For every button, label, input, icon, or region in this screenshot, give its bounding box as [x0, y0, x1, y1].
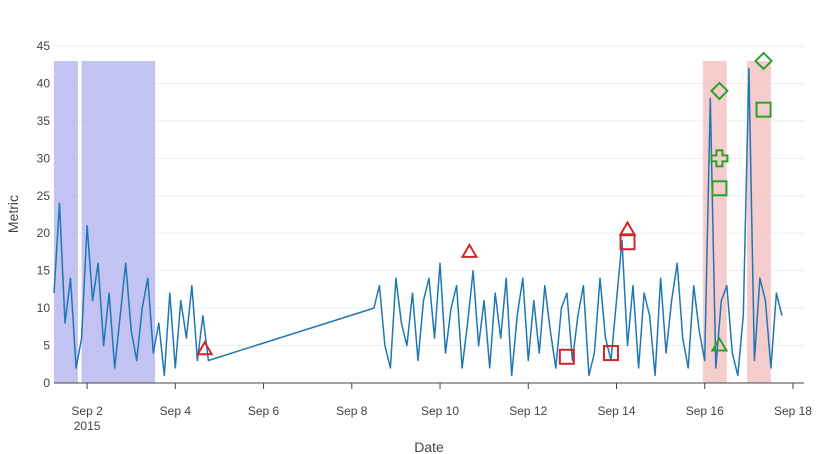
x-tick-label: Sep 14	[597, 404, 635, 418]
y-tick-label: 20	[37, 226, 51, 240]
diamond-marker	[710, 81, 729, 101]
x-tick-label: Sep 2	[71, 404, 103, 418]
y-tick-label: 5	[43, 339, 50, 353]
grid-layer	[54, 45, 804, 347]
y-tick-label: 45	[37, 39, 51, 53]
x-tick-label: Sep 4	[160, 404, 192, 418]
square-marker	[711, 180, 728, 197]
square-marker	[755, 101, 772, 118]
triangle-marker	[460, 242, 479, 258]
markers-layer	[195, 51, 773, 365]
triangle-marker	[195, 340, 214, 356]
x-tick-label: Sep 6	[248, 404, 280, 418]
x-tick-label: Sep 10	[421, 404, 459, 418]
x-tick-label: Sep 12	[509, 404, 547, 418]
x-tick-label: Sep 8	[336, 404, 368, 418]
square-marker	[558, 348, 575, 365]
shaded-region	[747, 60, 771, 383]
y-tick-label: 15	[37, 264, 51, 278]
square-marker	[619, 234, 636, 251]
x-tick-sublabel: 2015	[74, 419, 101, 433]
series-layer	[53, 67, 783, 377]
y-tick-label: 35	[37, 114, 51, 128]
y-tick-label: 30	[37, 151, 51, 165]
y-tick-label: 10	[37, 301, 51, 315]
x-tick-label: Sep 18	[774, 404, 812, 418]
diamond-marker	[754, 51, 773, 71]
x-tick-label: Sep 16	[686, 404, 724, 418]
cross-marker	[710, 149, 729, 168]
y-axis-title: Metric	[5, 195, 21, 233]
y-tick-label: 0	[43, 376, 50, 390]
square-marker	[602, 345, 619, 362]
series-line	[53, 67, 783, 377]
triangle-marker	[710, 336, 729, 352]
x-axis-title: Date	[414, 439, 444, 454]
y-tick-label: 40	[37, 76, 51, 90]
y-tick-label: 25	[37, 189, 51, 203]
